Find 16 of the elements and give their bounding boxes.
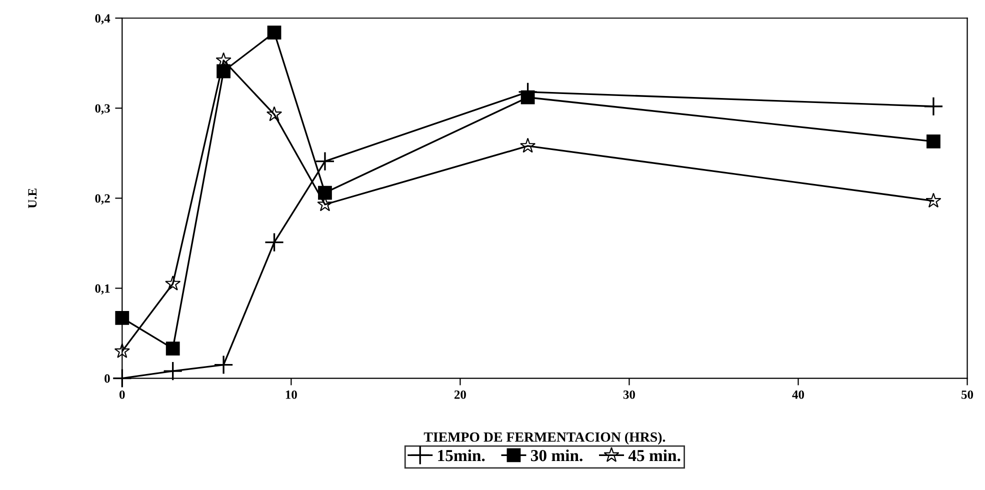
x-tick-label: 30	[623, 390, 635, 399]
y-tick-label: 0,1	[95, 284, 110, 295]
y-tick-label: 0,4	[95, 14, 110, 24]
x-tick-label: 50	[962, 390, 974, 399]
legend-label: 45 min.	[628, 449, 680, 462]
legend-label: 30 min.	[531, 449, 582, 462]
x-tick-label: 10	[286, 390, 297, 399]
x-tick-label: 40	[792, 390, 804, 399]
y-tick-label: 0,2	[95, 194, 110, 204]
y-axis-title: U.E	[28, 188, 37, 208]
x-axis-title: TIEMPO DE FERMENTACION (HRS).	[424, 432, 666, 445]
x-tick-label: 20	[454, 390, 466, 399]
y-tick-label: 0	[104, 374, 110, 383]
y-tick-label: 0,3	[95, 104, 110, 114]
x-tick-label: 0	[119, 390, 125, 399]
legend-label: 15min.	[438, 449, 485, 462]
